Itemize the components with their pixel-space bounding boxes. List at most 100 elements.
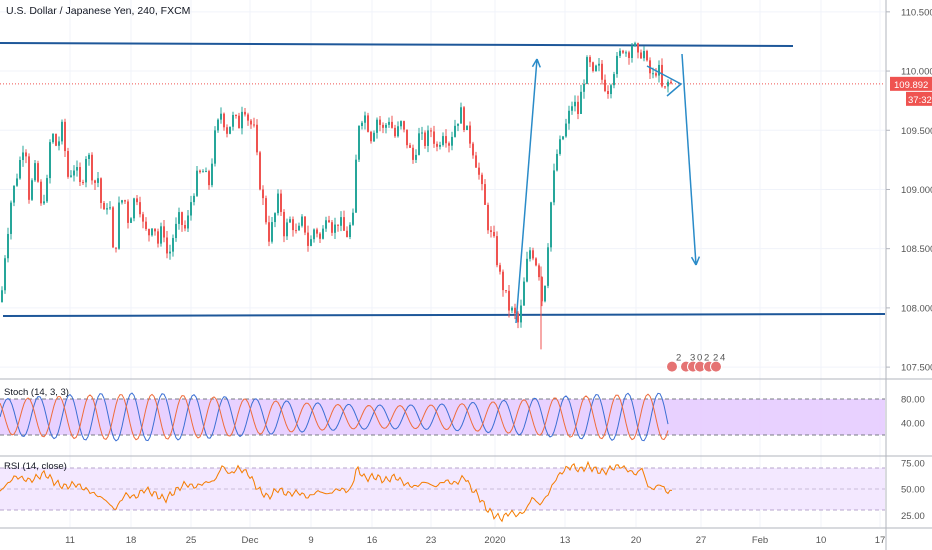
candle-body: [454, 125, 456, 137]
down-arrow-head: [690, 256, 697, 266]
candle-body: [481, 174, 483, 185]
time-axis[interactable]: 11 18 25 Dec 9 16 23 2020 13 20 27 Feb 10 17: [65, 535, 885, 546]
time-tick-label: 10: [816, 535, 827, 546]
price-tag-value: 109.892: [894, 80, 928, 91]
candle-body: [493, 231, 495, 237]
candle-body: [547, 247, 549, 286]
candle-body: [607, 91, 609, 95]
candle-body: [403, 121, 405, 130]
candle-body: [142, 214, 144, 222]
candle-body: [262, 189, 264, 199]
candle-body: [505, 290, 507, 292]
candle-body: [553, 170, 555, 203]
candle-body: [121, 200, 123, 203]
candle-body: [157, 231, 159, 244]
candle-body: [613, 74, 615, 86]
candle-body: [511, 307, 513, 311]
stoch-title: Stoch (14, 3, 3): [4, 387, 69, 398]
candle-body: [181, 212, 183, 226]
candle-body: [229, 126, 231, 134]
turn-arrow: [646, 65, 683, 97]
price-tick-label: 110.000: [901, 67, 932, 78]
candle-body: [79, 167, 81, 183]
candle-body: [577, 101, 579, 114]
candle-body: [361, 122, 363, 126]
stoch-tick-label: 40.00: [901, 419, 925, 430]
candle-body: [268, 222, 270, 242]
candle-body: [244, 111, 246, 115]
candle-body: [178, 212, 180, 224]
candle-body: [166, 237, 168, 254]
candle-body: [226, 127, 228, 134]
event-count: 0: [697, 353, 702, 364]
candle-body: [424, 132, 426, 146]
time-tick-label: 13: [560, 535, 571, 546]
candle-body: [172, 238, 174, 252]
candle-body: [37, 163, 39, 182]
down-arrow: [681, 53, 697, 266]
event-count: 2: [676, 353, 681, 364]
candle-body: [535, 258, 537, 266]
rsi-line: [0, 460, 673, 523]
candle-body: [538, 265, 540, 278]
candle-body: [307, 232, 309, 246]
countdown-tag: [906, 91, 932, 106]
candle-body: [289, 219, 291, 223]
time-tick-label: 23: [426, 535, 437, 546]
price-tick-label: 108.000: [901, 303, 932, 314]
candle-body: [472, 143, 474, 156]
candle-body: [388, 121, 390, 125]
candle-body: [208, 171, 210, 186]
time-tick-label: 11: [65, 535, 75, 546]
candle-body: [343, 217, 345, 231]
time-tick-label: 9: [308, 535, 313, 546]
event-count: 2: [713, 353, 718, 364]
candle-body: [130, 218, 132, 223]
price-axis[interactable]: 110.500 110.000 109.500 109.000 108.500 108.0…: [886, 7, 932, 522]
candle-body: [475, 155, 477, 168]
candle-body: [586, 57, 588, 84]
rsi-title: RSI (14, close): [4, 461, 67, 472]
candle-body: [70, 175, 72, 177]
candle-body: [436, 143, 438, 147]
stoch-line: [0, 393, 669, 441]
candle-body: [304, 216, 306, 233]
candle-body: [202, 171, 204, 173]
candle-body: [253, 124, 255, 126]
countdown-value: 37:32: [908, 95, 932, 106]
trend-lines[interactable]: [0, 42, 886, 317]
candle-body: [661, 64, 663, 87]
candle-body: [331, 222, 333, 233]
stoch-band: [0, 399, 885, 435]
candle-body: [274, 213, 276, 223]
candle-body: [136, 198, 138, 203]
candle-body: [193, 195, 195, 203]
candle-body: [175, 223, 177, 239]
candle-body: [73, 170, 75, 176]
candle-body: [112, 207, 114, 248]
candle-body: [34, 163, 36, 181]
candle-body: [316, 229, 318, 234]
time-tick-label: Dec: [242, 535, 259, 546]
time-tick-label: Feb: [752, 535, 768, 546]
candle-body: [664, 86, 666, 88]
forecast-arrows[interactable]: [515, 53, 701, 324]
candle-body: [394, 127, 396, 137]
stoch-tick-label: 80.00: [901, 395, 925, 406]
candle-body: [487, 204, 489, 231]
candle-body: [337, 224, 339, 226]
time-tick-label: 25: [186, 535, 197, 546]
candle-body: [358, 125, 360, 160]
candle-body: [571, 106, 573, 111]
candle-body: [40, 181, 42, 204]
candle-body: [496, 236, 498, 266]
candle-body: [334, 224, 336, 233]
event-count: 3: [690, 353, 695, 364]
candle-body: [115, 247, 117, 249]
candle-body: [340, 217, 342, 226]
time-tick-label: 2020: [484, 535, 505, 546]
time-tick-label: 20: [631, 535, 642, 546]
candle-body: [631, 45, 633, 58]
